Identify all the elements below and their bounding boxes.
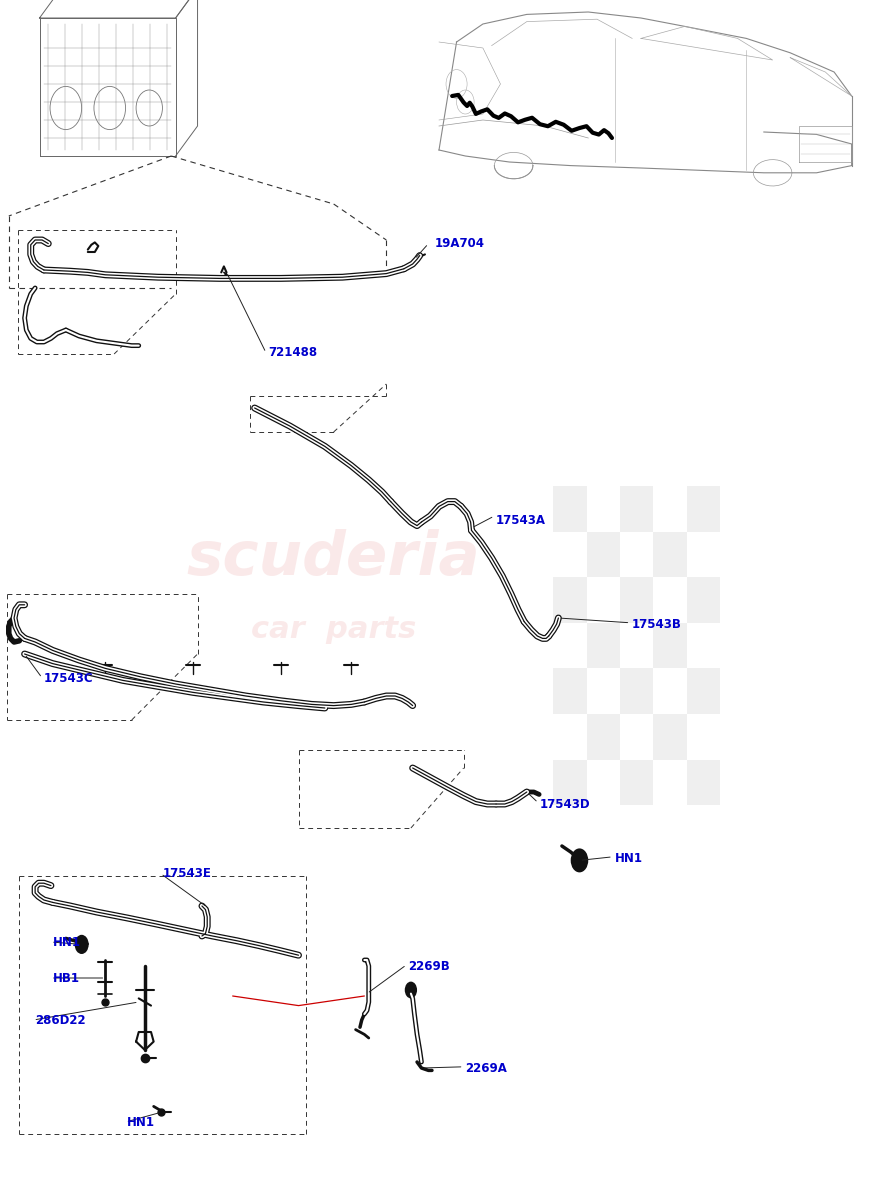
Text: HN1: HN1 [127,1116,155,1128]
Text: car  parts: car parts [251,616,416,644]
Text: HB1: HB1 [53,972,80,984]
Bar [553,668,586,714]
Text: 2269B: 2269B [408,960,450,972]
Bar [553,486,586,532]
Bar [553,577,586,623]
Bar [686,577,719,623]
Text: 17543C: 17543C [44,672,94,684]
Text: 19A704: 19A704 [434,238,484,250]
Bar [553,760,586,805]
Bar [586,532,619,577]
Bar [652,623,686,668]
Bar [619,760,652,805]
Text: 17543A: 17543A [496,515,545,527]
Bar [619,577,652,623]
Circle shape [570,848,588,872]
Text: 721488: 721488 [267,347,317,359]
Text: 17543D: 17543D [539,798,590,810]
Text: 286D22: 286D22 [35,1014,86,1026]
Bar [652,714,686,760]
Text: scuderia: scuderia [187,528,480,588]
Bar [652,532,686,577]
Text: 2269A: 2269A [465,1062,507,1074]
Bar [686,668,719,714]
Bar [686,486,719,532]
Text: 17543E: 17543E [162,868,211,880]
Text: HN1: HN1 [614,852,642,864]
Circle shape [75,935,89,954]
Bar [619,668,652,714]
Bar [586,623,619,668]
Circle shape [404,982,417,998]
Bar [686,760,719,805]
Bar [586,714,619,760]
Text: HN1: HN1 [53,936,81,948]
Bar [619,486,652,532]
Text: 17543B: 17543B [631,618,681,630]
